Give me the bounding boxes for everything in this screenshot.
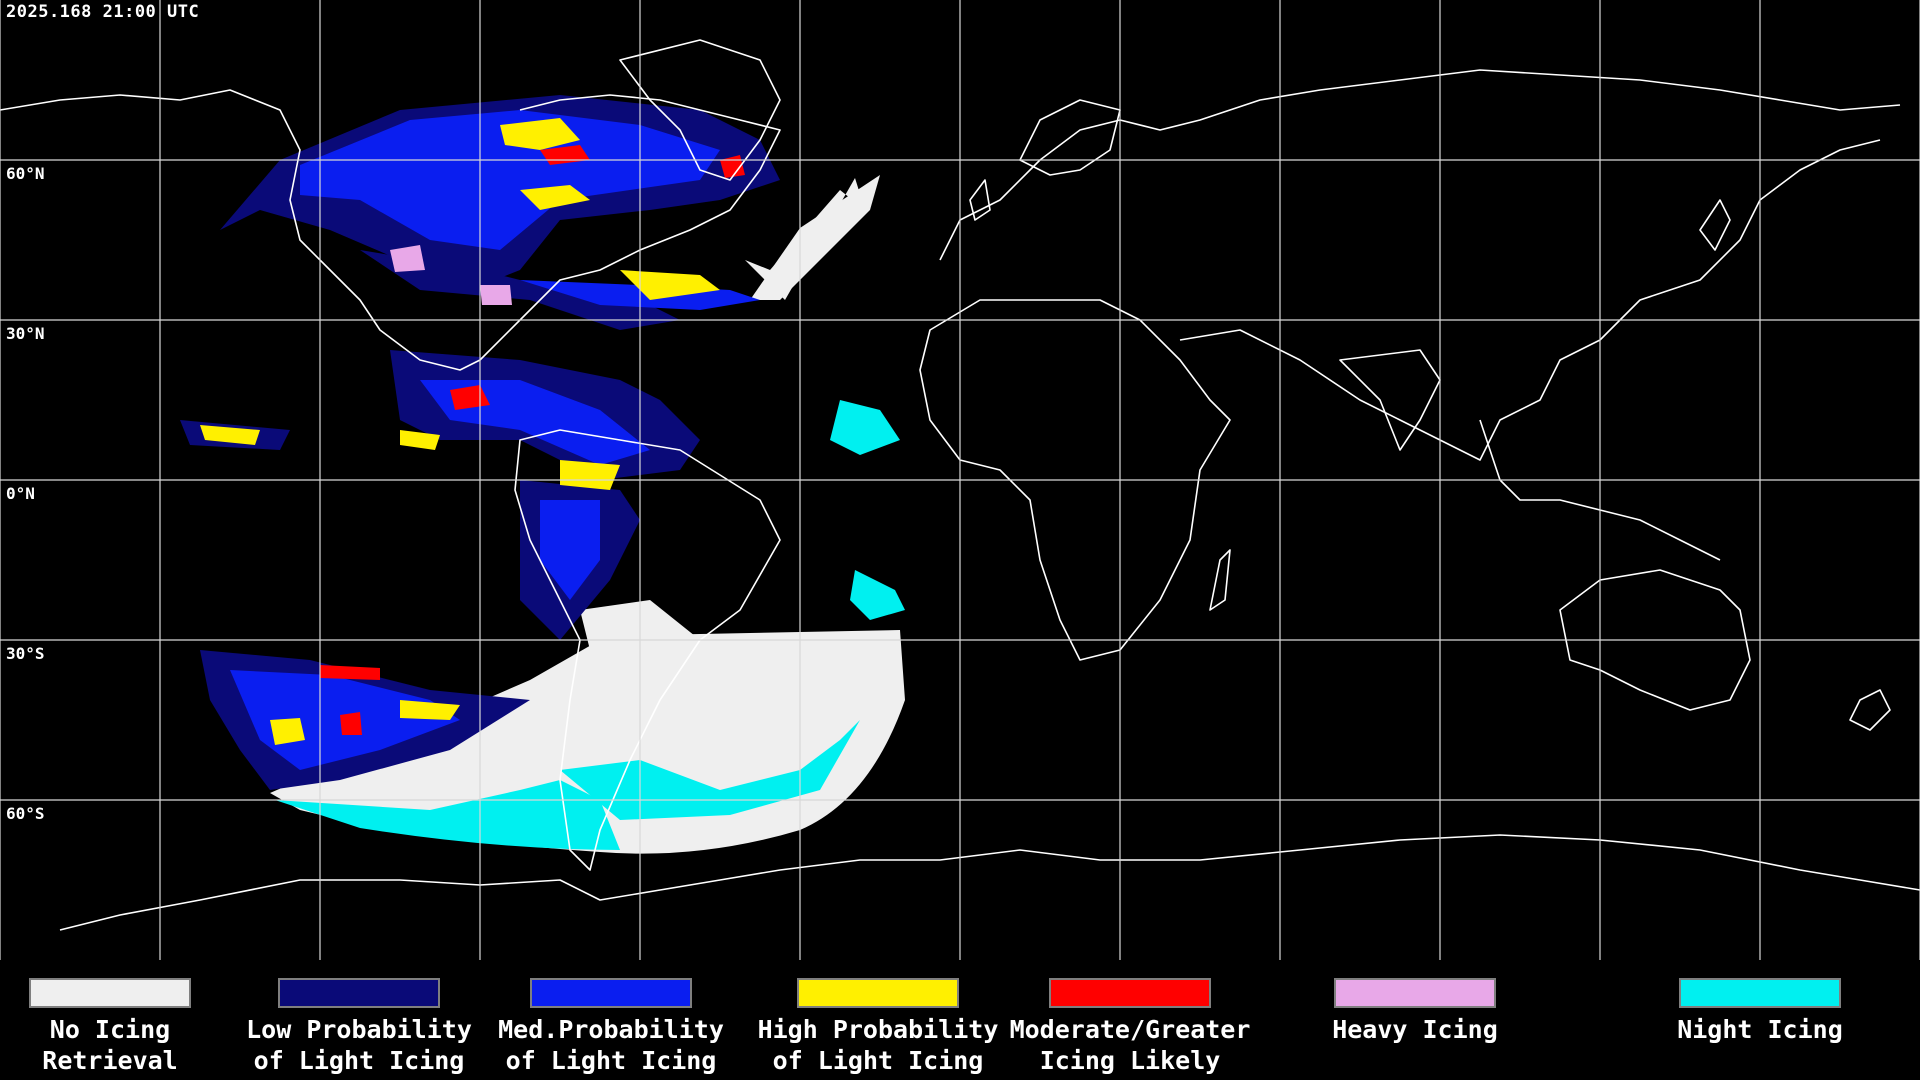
icing-high-moderate — [200, 118, 745, 745]
legend-swatch-night-icing — [1679, 978, 1841, 1008]
legend-swatch-high-probability — [797, 978, 959, 1008]
coastline-north-america — [0, 89, 781, 371]
coastline-scandinavia — [1019, 99, 1121, 176]
latitude-label-0n: 0°N — [6, 484, 35, 503]
coastline-japan — [1699, 199, 1731, 251]
latitude-label-30n: 30°N — [6, 324, 45, 343]
legend-item-med-probability: Med.Probability of Light Icing — [481, 978, 741, 1076]
legend-label-high-probability: High Probability of Light Icing — [757, 1015, 999, 1075]
night-icing-region-south — [275, 780, 620, 850]
legend-label-night-icing: Night Icing — [1677, 1015, 1843, 1044]
latitude-label-30s: 30°S — [6, 644, 45, 663]
night-icing-region-s2 — [560, 720, 860, 820]
icing-map — [0, 0, 1920, 960]
legend: No Icing Retrieval Low Probability of Li… — [0, 960, 1920, 1080]
legend-swatch-heavy-icing — [1334, 978, 1496, 1008]
graticule — [0, 0, 1920, 960]
no-icing-region-subtropic — [750, 175, 880, 300]
legend-item-low-probability: Low Probability of Light Icing — [229, 978, 489, 1076]
night-icing-region-tropic — [850, 570, 905, 620]
latitude-label-60s: 60°S — [6, 804, 45, 823]
legend-swatch-moderate — [1049, 978, 1211, 1008]
legend-item-moderate: Moderate/Greater Icing Likely — [1000, 978, 1260, 1076]
legend-swatch-no-icing — [29, 978, 191, 1008]
legend-item-high-probability: High Probability of Light Icing — [748, 978, 1008, 1076]
coastline-se-asia — [1479, 419, 1721, 561]
coastlines — [0, 39, 1920, 931]
legend-item-night-icing: Night Icing — [1630, 978, 1890, 1045]
coastline-uk — [969, 179, 991, 221]
legend-label-low-probability: Low Probability of Light Icing — [246, 1015, 472, 1075]
graticule-parallels — [0, 159, 1920, 801]
legend-swatch-med-probability — [530, 978, 692, 1008]
legend-item-heavy-icing: Heavy Icing — [1285, 978, 1545, 1045]
legend-label-heavy-icing: Heavy Icing — [1332, 1015, 1498, 1044]
legend-item-no-icing: No Icing Retrieval — [0, 978, 240, 1076]
coastline-new-zealand — [1849, 689, 1891, 731]
coastline-australia — [1559, 569, 1751, 711]
timestamp-label: 2025.168 21:00 UTC — [6, 2, 200, 22]
icing-data-layer — [180, 95, 905, 854]
coastline-madagascar — [1209, 549, 1231, 611]
legend-label-moderate: Moderate/Greater Icing Likely — [1009, 1015, 1251, 1075]
legend-label-med-probability: Med.Probability of Light Icing — [498, 1015, 724, 1075]
coastline-africa — [919, 299, 1231, 661]
coastline-india — [1339, 349, 1441, 451]
coastline-antarctica — [59, 834, 1920, 931]
legend-swatch-low-probability — [278, 978, 440, 1008]
legend-label-no-icing: No Icing Retrieval — [42, 1015, 178, 1075]
coastline-asia — [1179, 139, 1881, 461]
latitude-label-60n: 60°N — [6, 164, 45, 183]
coastline-south-america — [514, 429, 781, 871]
night-icing-region-atlantic — [830, 400, 900, 455]
